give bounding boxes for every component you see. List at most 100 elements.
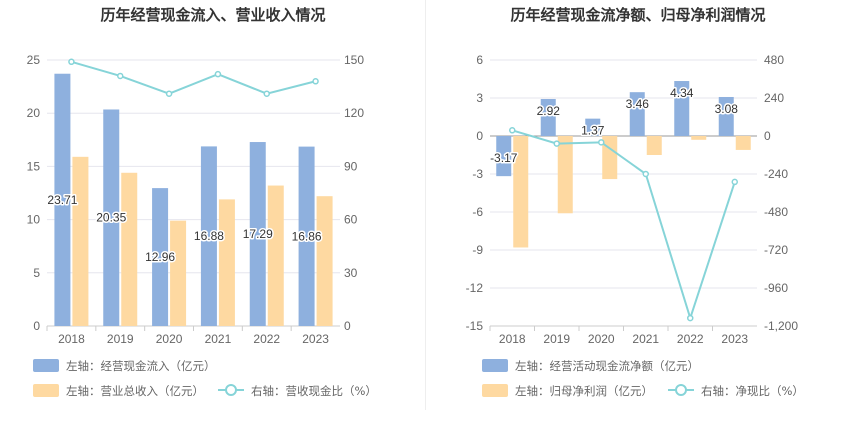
line-point — [687, 314, 694, 322]
x-axis-tick-label: 2019 — [543, 332, 570, 346]
x-axis-tick-label: 2023 — [302, 332, 329, 346]
bars — [54, 73, 333, 326]
left-axis-tick-label: -15 — [466, 319, 484, 333]
bar-series-2 — [691, 136, 707, 140]
legend-item-revenue[interactable]: 左轴：营业总收入（亿元） — [33, 384, 204, 398]
legend-marker-icon — [225, 384, 237, 396]
legend-label: 右轴：净现比（%） — [701, 384, 804, 398]
data-label: 1.37 — [581, 124, 605, 138]
line-point — [68, 58, 75, 66]
left-axis-tick-label: 0 — [476, 129, 483, 143]
ratio-line — [68, 58, 319, 97]
gridlines — [47, 59, 340, 327]
legend-label: 左轴：经营现金流入（亿元） — [66, 359, 216, 373]
right-axis-tick-label: -720 — [764, 243, 788, 257]
bar-series-2 — [121, 172, 138, 326]
right-axis-tick-label: 480 — [764, 53, 784, 67]
x-axis-tick-label: 2022 — [253, 332, 280, 346]
line-point — [214, 70, 222, 78]
x-axis-tick-label: 2020 — [156, 332, 183, 346]
right-axis-tick-label: 0 — [764, 129, 771, 143]
right-axis-ticks: 0 30 60 90 120 150 — [344, 53, 364, 333]
legend: 左轴：经营现金流入（亿元） 左轴：营业总收入（亿元） 右轴：营收现金比（%） — [33, 359, 377, 398]
line-point — [165, 90, 173, 97]
x-axis-tick-label: 2021 — [632, 332, 659, 346]
legend-item-ratio[interactable]: 右轴：净现比（%） — [668, 384, 804, 398]
bar-series-1 — [152, 188, 169, 326]
bar-series-2 — [646, 136, 662, 155]
bar-series-1 — [103, 109, 120, 326]
chart-title: 历年经营现金流净额、归母净利润情况 — [510, 6, 765, 24]
left-axis-tick-label: 20 — [27, 106, 41, 120]
line-point — [312, 78, 319, 85]
legend-item-ratio[interactable]: 右轴：营收现金比（%） — [218, 384, 377, 398]
left-axis-tick-label: -12 — [466, 281, 484, 295]
legend-label: 右轴：营收现金比（%） — [251, 384, 377, 398]
bar-series-1 — [629, 92, 645, 136]
line-point — [117, 72, 124, 80]
data-label: 17.29 — [243, 227, 273, 241]
left-axis-tick-label: 0 — [33, 319, 40, 333]
data-label: 3.08 — [715, 102, 739, 116]
line-series-path — [71, 60, 316, 95]
data-label: 16.86 — [292, 229, 322, 243]
bar-series-2 — [513, 136, 529, 248]
bar-series-1 — [200, 146, 217, 326]
x-axis-tick-label: 2022 — [677, 332, 704, 346]
bars — [496, 81, 751, 248]
legend-marker-icon — [675, 384, 687, 396]
x-axis-ticks: 2018 2019 2020 2021 2022 2023 — [46, 326, 329, 346]
bar-series-1 — [585, 118, 601, 136]
legend: 左轴：经营活动现金流净额（亿元） 左轴：归母净利润（亿元） 右轴：净现比（%） — [482, 359, 804, 398]
right-axis-tick-label: 90 — [344, 159, 358, 173]
bar-series-1 — [54, 73, 71, 326]
bar-series-1 — [674, 81, 690, 136]
legend-swatch — [482, 359, 508, 372]
legend-item-net-profit[interactable]: 左轴：归母净利润（亿元） — [482, 384, 653, 398]
legend-label: 左轴：经营活动现金流净额（亿元） — [515, 359, 699, 373]
data-label: 4.34 — [670, 86, 694, 100]
right-axis-tick-label: 0 — [344, 319, 351, 333]
right-axis-tick-label: 30 — [344, 266, 358, 280]
bar-series-1 — [249, 142, 266, 326]
x-axis-tick-label: 2019 — [107, 332, 134, 346]
left-axis-tick-label: -6 — [472, 205, 483, 219]
legend-swatch — [33, 359, 59, 372]
x-axis-tick-label: 2021 — [205, 332, 232, 346]
legend-item-net-cash-flow[interactable]: 左轴：经营活动现金流净额（亿元） — [482, 359, 699, 373]
bar-series-2 — [170, 220, 187, 326]
bar-series-1 — [718, 96, 734, 136]
line-series-path — [511, 129, 736, 322]
chart-title: 历年经营现金流入、营业收入情况 — [100, 6, 325, 24]
bar-series-1 — [496, 136, 512, 177]
data-label: 23.71 — [47, 193, 77, 207]
right-axis-tick-label: -1,200 — [764, 319, 798, 333]
right-axis-tick-label: 60 — [344, 213, 358, 227]
line-point — [642, 170, 649, 178]
left-axis-tick-label: -9 — [472, 243, 483, 257]
bar-series-2 — [267, 185, 284, 326]
data-label: 12.96 — [145, 250, 175, 264]
data-label: 20.35 — [96, 211, 126, 225]
bar-series-1 — [540, 99, 556, 136]
right-axis-tick-label: -960 — [764, 281, 788, 295]
right-axis-ticks: -1,200 -960 -720 -480 -240 0 240 480 — [764, 53, 798, 333]
legend-item-cash-inflow[interactable]: 左轴：经营现金流入（亿元） — [33, 359, 216, 373]
legend-swatch — [33, 384, 59, 397]
legend-label: 左轴：营业总收入（亿元） — [66, 384, 204, 398]
legend-label: 左轴：归母净利润（亿元） — [515, 384, 653, 398]
left-axis-tick-label: 10 — [27, 213, 41, 227]
data-label: 2.92 — [537, 104, 561, 118]
line-point — [509, 127, 516, 134]
data-label: 16.88 — [194, 229, 224, 243]
data-labels: -3.17 2.92 1.37 3.46 4.34 3.08 — [489, 85, 740, 167]
right-axis-tick-label: 150 — [344, 53, 364, 67]
bar-series-2 — [218, 199, 235, 326]
data-label: 3.46 — [626, 97, 650, 111]
x-axis-tick-label: 2018 — [58, 332, 85, 346]
line-point — [731, 178, 738, 186]
bar-series-2 — [316, 196, 333, 326]
x-axis-tick-label: 2018 — [499, 332, 526, 346]
x-axis-tick-label: 2023 — [721, 332, 748, 346]
